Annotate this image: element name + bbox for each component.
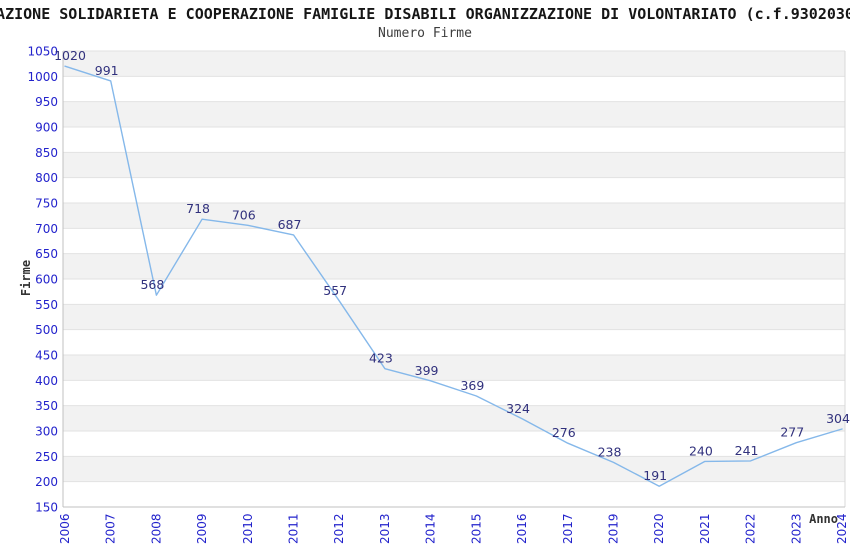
data-point-label: 304	[826, 411, 850, 426]
data-point-label: 718	[186, 201, 210, 216]
y-tick-label: 850	[35, 146, 58, 160]
data-point-label: 241	[735, 443, 759, 458]
data-point-label: 706	[232, 207, 256, 222]
plot-band	[63, 253, 845, 279]
y-tick-label: 350	[35, 399, 58, 413]
y-tick-label: 750	[35, 197, 58, 211]
x-tick-label: 2019	[607, 513, 621, 544]
x-tick-label: 2022	[744, 513, 758, 544]
data-point-label: 324	[506, 401, 530, 416]
x-tick-label: 2008	[149, 513, 163, 544]
y-tick-label: 450	[35, 349, 58, 363]
data-point-label: 991	[95, 63, 119, 78]
x-tick-label: 2009	[195, 513, 209, 544]
x-tick-label: 2020	[652, 513, 666, 544]
x-tick-label: 2006	[58, 513, 72, 544]
y-tick-label: 500	[35, 323, 58, 337]
data-point-label: 240	[689, 443, 713, 458]
y-tick-label: 800	[35, 171, 58, 185]
y-tick-label: 700	[35, 222, 58, 236]
plot-band	[63, 51, 845, 77]
y-tick-label: 950	[35, 95, 58, 109]
data-point-label: 369	[460, 378, 484, 393]
x-tick-label: 2021	[698, 513, 712, 544]
data-point-label: 238	[598, 444, 622, 459]
y-tick-label: 150	[35, 501, 58, 515]
page-title: IAZIONE SOLIDARIETA E COOPERAZIONE FAMIG…	[0, 5, 850, 23]
chart-subtitle: Numero Firme	[378, 26, 472, 41]
plot-area: 1050 1000 950 900 850 800 750 700 650 600 550 500 45…	[27, 45, 850, 545]
y-tick-label: 900	[35, 121, 58, 135]
y-tick-label: 1000	[27, 70, 58, 84]
y-tick-label: 550	[35, 298, 58, 312]
x-tick-label: 2007	[104, 513, 118, 544]
y-axis-title: Firme	[19, 260, 33, 296]
x-tick-label: 2010	[241, 513, 255, 544]
data-point-label: 1020	[54, 48, 86, 63]
data-point-label: 399	[415, 363, 439, 378]
x-tick-label: 2023	[789, 513, 803, 544]
x-tick-label: 2017	[561, 513, 575, 544]
x-tick-label: 2013	[378, 513, 392, 544]
y-tick-label: 200	[35, 475, 58, 489]
y-tick-label: 400	[35, 374, 58, 388]
y-tick-label: 600	[35, 273, 58, 287]
x-axis-title: Anno	[809, 512, 838, 526]
y-tick-label: 1050	[27, 45, 58, 59]
data-point-label: 276	[552, 425, 576, 440]
plot-band	[63, 456, 845, 482]
data-point-label: 687	[278, 217, 302, 232]
x-tick-label: 2012	[332, 513, 346, 544]
x-tick-label: 2011	[287, 513, 301, 544]
y-tick-label: 250	[35, 450, 58, 464]
plot-band	[63, 203, 845, 229]
data-point-label: 277	[780, 425, 804, 440]
series-line	[64, 65, 843, 487]
data-point-label: 423	[369, 351, 393, 366]
x-tick-label: 2015	[469, 513, 483, 544]
data-point-label: 568	[140, 277, 164, 292]
x-tick-label: 2016	[515, 513, 529, 544]
y-tick-label: 300	[35, 425, 58, 439]
data-point-label: 191	[643, 468, 667, 483]
y-tick-label: 650	[35, 247, 58, 261]
x-tick-label: 2014	[424, 513, 438, 544]
plot-band	[63, 405, 845, 431]
plot-band	[63, 152, 845, 178]
plot-band	[63, 355, 845, 381]
plot-band	[63, 101, 845, 127]
plot-band	[63, 304, 845, 330]
x-tick-label: 2024	[835, 513, 849, 544]
data-point-label: 557	[323, 283, 347, 298]
